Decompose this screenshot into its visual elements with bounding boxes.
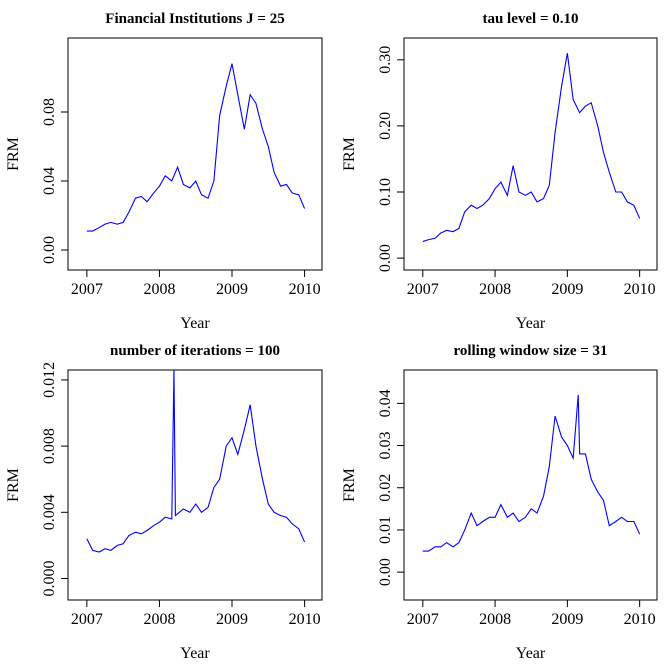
x-tick-label: 2010 — [289, 611, 321, 628]
x-tick-label: 2010 — [624, 611, 656, 628]
x-tick-label: 2009 — [551, 611, 583, 628]
x-axis-label: Year — [516, 315, 546, 332]
y-axis-label: FRM — [5, 468, 22, 502]
y-axis-label: FRM — [5, 137, 22, 171]
x-tick-label: 2007 — [71, 611, 103, 628]
y-tick-label: 0.30 — [377, 46, 394, 74]
x-axis-label: Year — [180, 315, 210, 332]
y-tick-label: 0.10 — [377, 178, 394, 206]
x-tick-label: 2008 — [479, 281, 511, 298]
x-tick-label: 2010 — [289, 281, 321, 298]
x-tick-label: 2010 — [624, 281, 656, 298]
y-tick-label: 0.02 — [377, 474, 394, 502]
plot-frame — [67, 37, 323, 271]
y-tick-label: 0.004 — [41, 494, 58, 530]
x-tick-label: 2009 — [216, 611, 248, 628]
x-tick-label: 2008 — [479, 611, 511, 628]
y-tick-label: 0.03 — [377, 432, 394, 460]
y-tick-label: 0.01 — [377, 516, 394, 544]
y-tick-label: 0.00 — [41, 236, 58, 264]
y-tick-label: 0.20 — [377, 112, 394, 140]
y-axis-label: FRM — [341, 137, 358, 171]
plot-frame — [403, 37, 658, 271]
y-tick-label: 0.00 — [377, 558, 394, 586]
y-tick-label: 0.08 — [41, 98, 58, 126]
y-tick-label: 0.008 — [41, 428, 58, 464]
x-axis-label: Year — [180, 645, 210, 662]
y-tick-label: 0.04 — [377, 389, 394, 417]
y-tick-label: 0.012 — [41, 362, 58, 398]
x-axis-label: Year — [516, 645, 546, 662]
plot-frame — [67, 369, 323, 601]
chart-title: rolling window size = 31 — [453, 343, 607, 359]
x-tick-label: 2007 — [407, 611, 439, 628]
chart-title: Financial Institutions J = 25 — [105, 11, 284, 27]
y-tick-label: 0.000 — [41, 560, 58, 596]
line — [422, 394, 641, 552]
x-tick-label: 2007 — [71, 281, 103, 298]
x-tick-label: 2008 — [143, 611, 175, 628]
plot-frame — [403, 369, 658, 601]
line — [86, 63, 306, 232]
chart-title: number of iterations = 100 — [110, 343, 280, 359]
x-tick-label: 2009 — [216, 281, 248, 298]
chart-title: tau level = 0.10 — [482, 11, 578, 27]
y-tick-label: 0.04 — [41, 167, 58, 195]
y-tick-label: 0.00 — [377, 244, 394, 272]
line — [422, 53, 641, 243]
x-tick-label: 2008 — [143, 281, 175, 298]
y-axis-label: FRM — [341, 468, 358, 502]
x-tick-label: 2009 — [551, 281, 583, 298]
x-tick-label: 2007 — [407, 281, 439, 298]
line — [86, 369, 306, 553]
